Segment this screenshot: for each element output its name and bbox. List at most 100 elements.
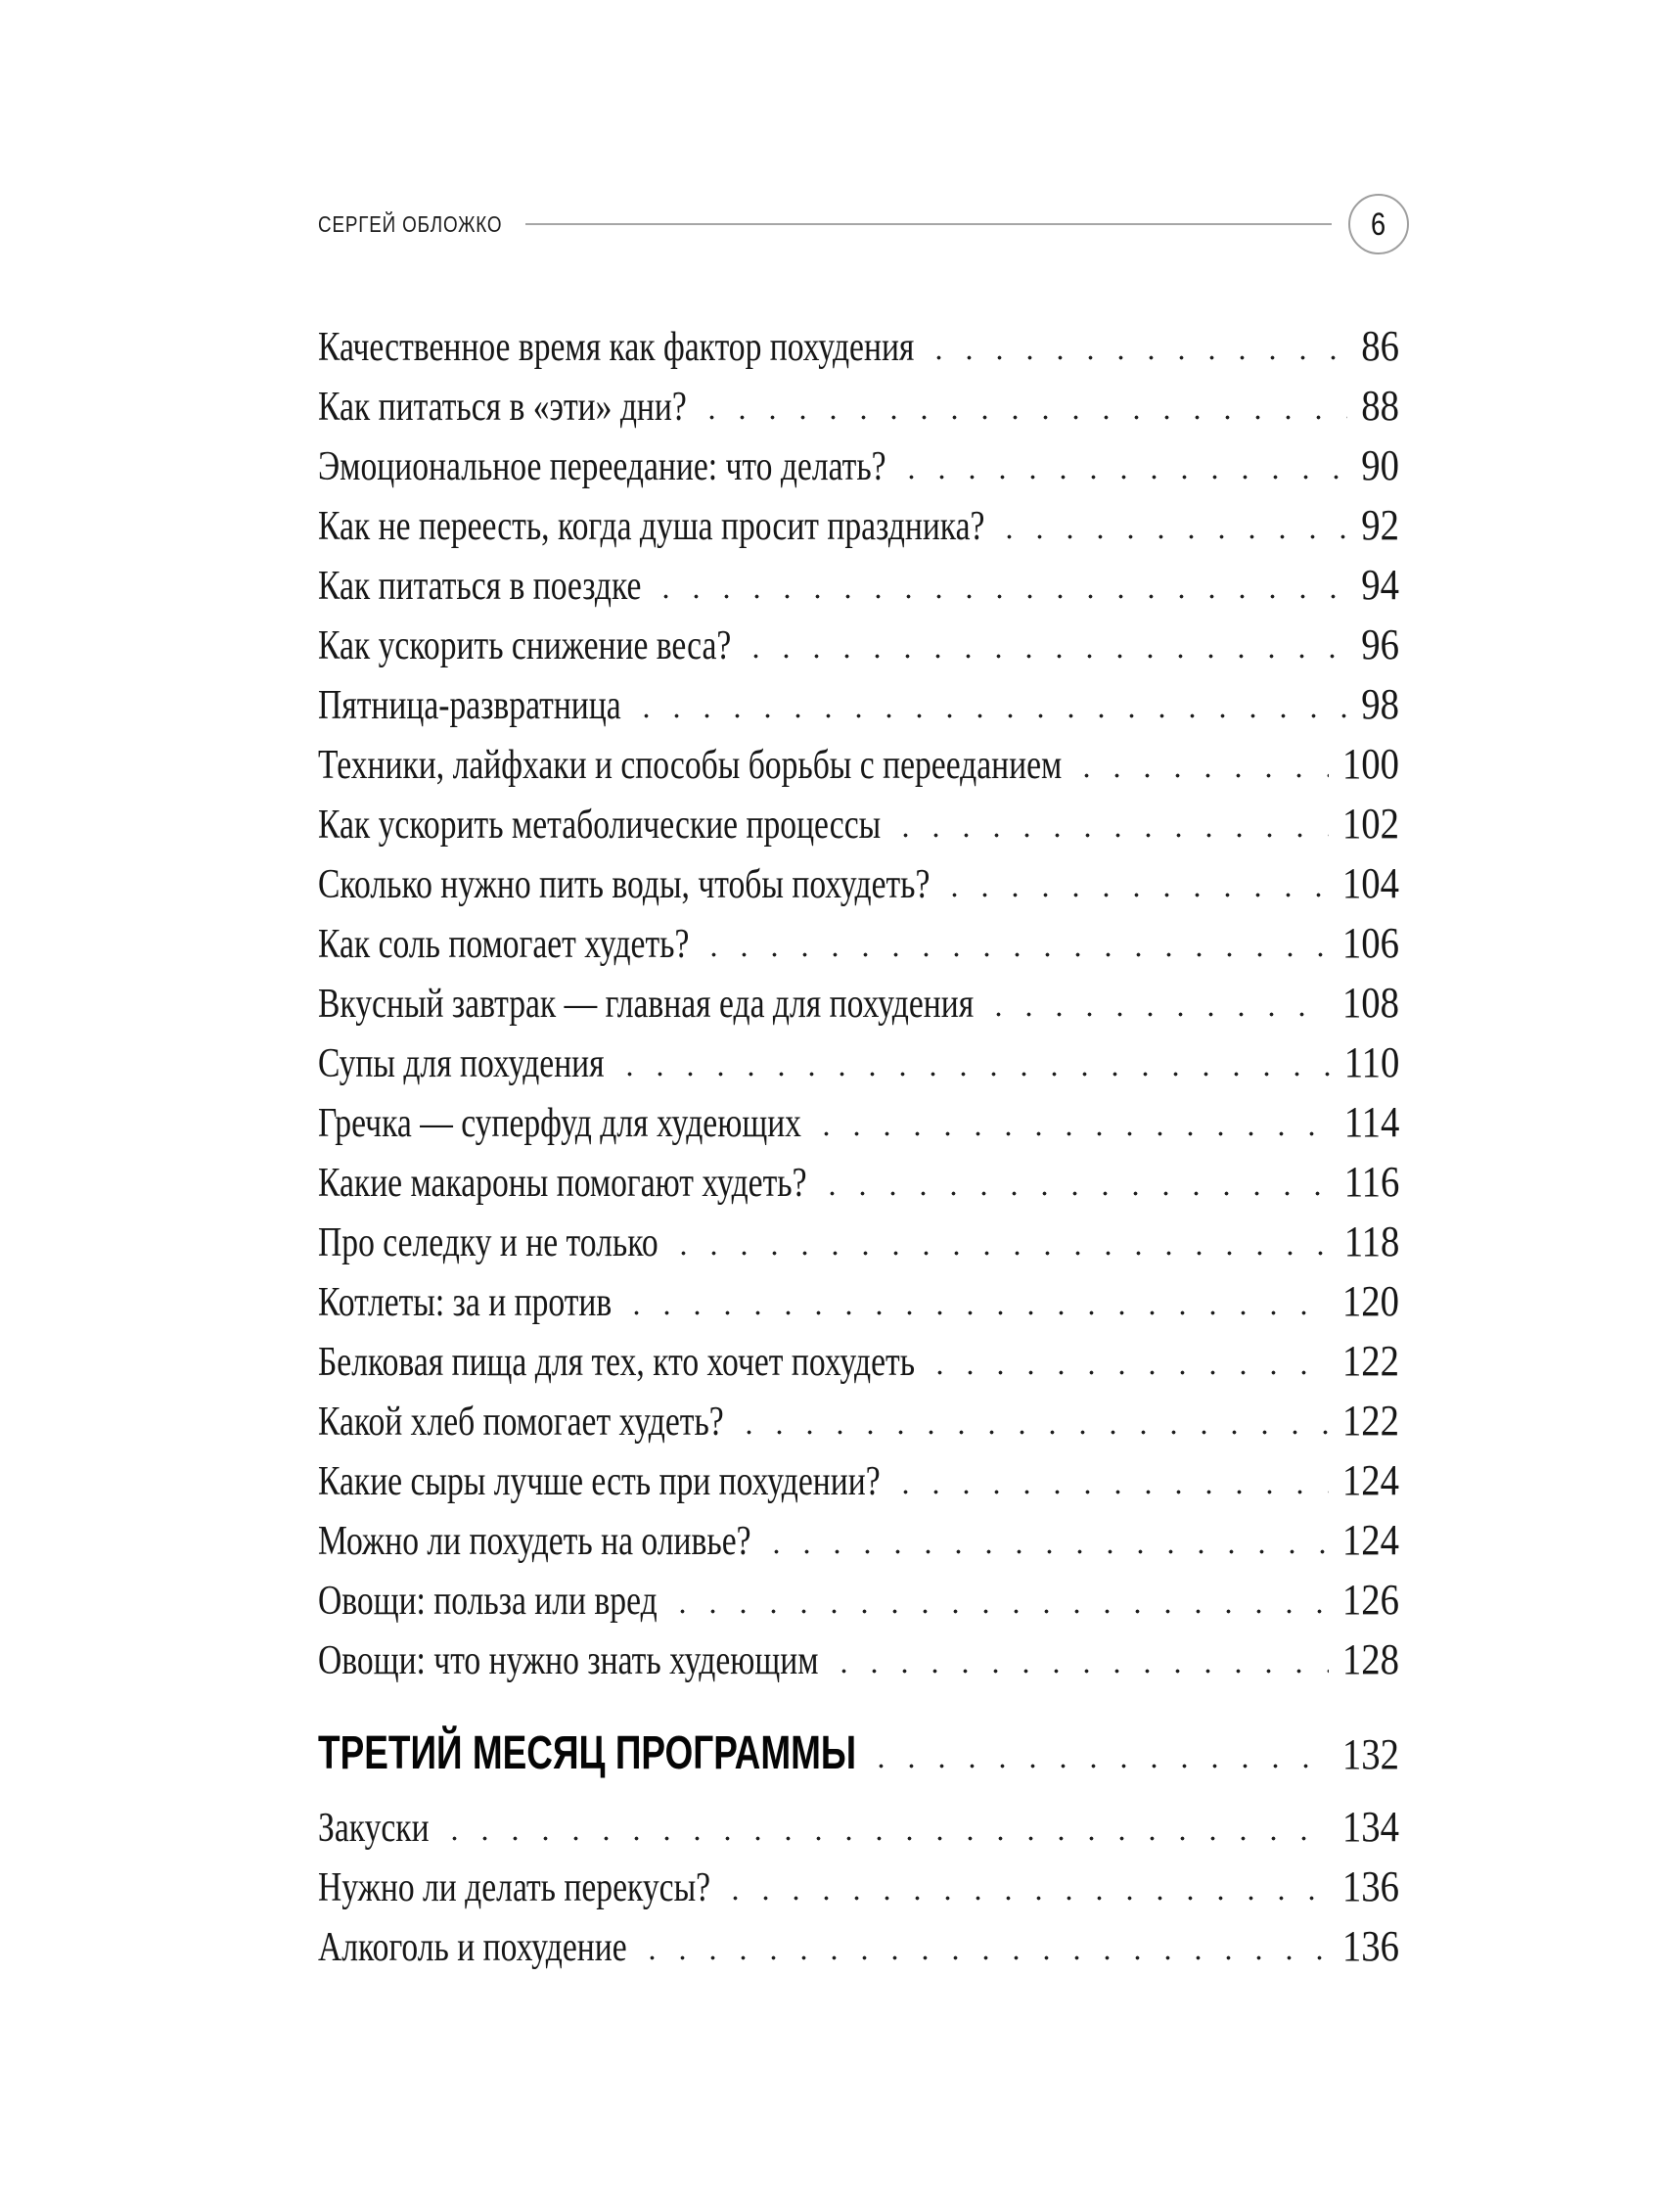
toc-entry-page: 128 bbox=[1341, 1635, 1399, 1683]
toc-entry: Сколько нужно пить воды, чтобы похудеть?… bbox=[318, 853, 1399, 913]
toc-entry-page: 136 bbox=[1341, 1922, 1399, 1970]
toc-entry: Вкусный завтрак — главная еда для похуде… bbox=[318, 973, 1399, 1033]
toc-entry-title: Какие сыры лучше есть при похудении? bbox=[318, 1459, 881, 1504]
toc-entry: Алкоголь и похудение 136 bbox=[318, 1916, 1399, 1976]
toc-entry-title: Супы для похудения bbox=[318, 1041, 605, 1086]
toc-entry-page: 136 bbox=[1341, 1862, 1399, 1910]
dot-leader bbox=[1071, 773, 1329, 778]
dot-leader bbox=[741, 654, 1348, 659]
dot-leader bbox=[983, 1012, 1329, 1017]
toc-entry-title: Вкусный завтрак — главная еда для похуде… bbox=[318, 982, 975, 1027]
toc-entry-page: 90 bbox=[1361, 441, 1399, 489]
toc-entry: Качественное время как фактор похудения 8… bbox=[318, 316, 1399, 376]
toc-entry-page: 116 bbox=[1343, 1158, 1399, 1206]
toc-entry: Супы для похудения 110 bbox=[318, 1033, 1399, 1092]
dot-leader bbox=[828, 1669, 1329, 1674]
toc-entry-page: 126 bbox=[1341, 1576, 1399, 1624]
toc-entry-page: 108 bbox=[1341, 979, 1399, 1027]
toc-section-heading: ТРЕТИЙ МЕСЯЦ ПРОГРАММЫ 132 bbox=[318, 1689, 1399, 1797]
dot-leader bbox=[720, 1896, 1329, 1901]
table-of-contents: Качественное время как фактор похудения 8… bbox=[318, 316, 1399, 1976]
toc-entry: Про селедку и не только 118 bbox=[318, 1212, 1399, 1271]
toc-entry-title: Качественное время как фактор похудения bbox=[318, 325, 915, 370]
dot-leader bbox=[630, 713, 1348, 718]
toc-entry-title: Сколько нужно пить воды, чтобы похудеть? bbox=[318, 862, 931, 907]
toc-entry: Овощи: что нужно знать худеющим 128 bbox=[318, 1630, 1399, 1689]
toc-entry: Закуски 134 bbox=[318, 1797, 1399, 1857]
toc-entry-title: Как питаться в поездке bbox=[318, 564, 642, 609]
toc-entry-title: Можно ли похудеть на оливье? bbox=[318, 1519, 751, 1564]
toc-entry: Нужно ли делать перекусы? 136 bbox=[318, 1857, 1399, 1916]
toc-section-heading-title: ТРЕТИЙ МЕСЯЦ ПРОГРАММЫ bbox=[318, 1727, 857, 1779]
toc-entry: Котлеты: за и против 120 bbox=[318, 1271, 1399, 1331]
toc-entry: Как ускорить снижение веса? 96 bbox=[318, 615, 1399, 674]
toc-entry-title: Овощи: что нужно знать худеющим bbox=[318, 1638, 819, 1683]
page-header: СЕРГЕЙ ОБЛОЖКО 6 bbox=[318, 193, 1409, 255]
dot-leader bbox=[636, 1955, 1329, 1960]
toc-entry-page: 122 bbox=[1341, 1397, 1399, 1445]
dot-leader bbox=[994, 534, 1348, 539]
toc-entry-page: 96 bbox=[1361, 620, 1399, 668]
dot-leader bbox=[890, 833, 1329, 838]
toc-entry-title: Про селедку и не только bbox=[318, 1220, 658, 1265]
toc-entry: Техники, лайфхаки и способы борьбы с пер… bbox=[318, 734, 1399, 794]
toc-entry-page: 86 bbox=[1361, 322, 1399, 370]
dot-leader bbox=[816, 1191, 1331, 1196]
toc-entry-title: Как не переесть, когда душа просит празд… bbox=[318, 504, 985, 549]
toc-entry: Как ускорить метаболические процессы 102 bbox=[318, 794, 1399, 853]
toc-entry: Как питаться в «эти» дни? 88 bbox=[318, 376, 1399, 436]
toc-entry-title: Эмоциональное переедание: что делать? bbox=[318, 444, 886, 489]
dot-leader bbox=[699, 952, 1329, 957]
toc-entry-page: 106 bbox=[1341, 919, 1399, 967]
toc-entry-title: Как ускорить снижение веса? bbox=[318, 623, 732, 668]
dot-leader bbox=[866, 1764, 1329, 1769]
dot-leader bbox=[438, 1836, 1329, 1841]
toc-entry-page: 132 bbox=[1341, 1730, 1399, 1778]
toc-entry: Белковая пища для тех, кто хочет похудет… bbox=[318, 1331, 1399, 1391]
toc-entry-title: Белковая пища для тех, кто хочет похудет… bbox=[318, 1340, 916, 1385]
dot-leader bbox=[733, 1430, 1329, 1435]
toc-entry: Овощи: польза или вред 126 bbox=[318, 1570, 1399, 1630]
toc-entry: Гречка — суперфуд для худеющих 114 bbox=[318, 1092, 1399, 1152]
toc-entry-page: 124 bbox=[1341, 1456, 1399, 1504]
dot-leader bbox=[760, 1549, 1329, 1554]
dot-leader bbox=[889, 1490, 1329, 1494]
toc-entry: Эмоциональное переедание: что делать? 90 bbox=[318, 436, 1399, 495]
toc-entry-title: Как питаться в «эти» дни? bbox=[318, 385, 687, 430]
running-head-author: СЕРГЕЙ ОБЛОЖКО bbox=[318, 210, 503, 237]
toc-entry-page: 94 bbox=[1361, 561, 1399, 609]
dot-leader bbox=[651, 594, 1348, 599]
dot-leader bbox=[924, 355, 1348, 360]
toc-entry-title: Какой хлеб помогает худеть? bbox=[318, 1400, 724, 1445]
toc-entry-title: Алкоголь и похудение bbox=[318, 1925, 627, 1970]
toc-entry-title: Закуски bbox=[318, 1806, 430, 1851]
toc-entry: Можно ли похудеть на оливье? 124 bbox=[318, 1510, 1399, 1570]
toc-entry: Какие сыры лучше есть при похудении? 124 bbox=[318, 1450, 1399, 1510]
toc-entry-title: Как соль помогает худеть? bbox=[318, 922, 690, 967]
dot-leader bbox=[696, 415, 1348, 420]
toc-entry-page: 118 bbox=[1343, 1217, 1399, 1265]
dot-leader bbox=[924, 1370, 1329, 1375]
toc-entry-page: 102 bbox=[1341, 800, 1399, 848]
toc-entry-page: 100 bbox=[1341, 740, 1399, 788]
dot-leader bbox=[667, 1251, 1331, 1256]
toc-entry-title: Котлеты: за и против bbox=[318, 1280, 613, 1325]
toc-entry-page: 88 bbox=[1361, 382, 1399, 430]
toc-entry-title: Техники, лайфхаки и способы борьбы с пер… bbox=[318, 743, 1063, 788]
header-rule bbox=[525, 223, 1332, 225]
toc-entry-page: 134 bbox=[1341, 1803, 1399, 1851]
toc-entry: Какой хлеб помогает худеть? 122 bbox=[318, 1391, 1399, 1450]
toc-entry-page: 124 bbox=[1341, 1516, 1399, 1564]
toc-entry-page: 92 bbox=[1361, 501, 1399, 549]
toc-entry-title: Как ускорить метаболические процессы bbox=[318, 803, 882, 848]
dot-leader bbox=[895, 475, 1348, 480]
toc-entry-page: 114 bbox=[1343, 1098, 1399, 1146]
page-number: 6 bbox=[1371, 207, 1386, 242]
toc-entry-title: Какие макароны помогают худеть? bbox=[318, 1161, 807, 1206]
dot-leader bbox=[811, 1131, 1331, 1136]
toc-entry-page: 104 bbox=[1341, 859, 1399, 907]
dot-leader bbox=[613, 1072, 1331, 1077]
toc-entry: Какие макароны помогают худеть? 116 bbox=[318, 1152, 1399, 1212]
toc-entry-page: 122 bbox=[1341, 1337, 1399, 1385]
